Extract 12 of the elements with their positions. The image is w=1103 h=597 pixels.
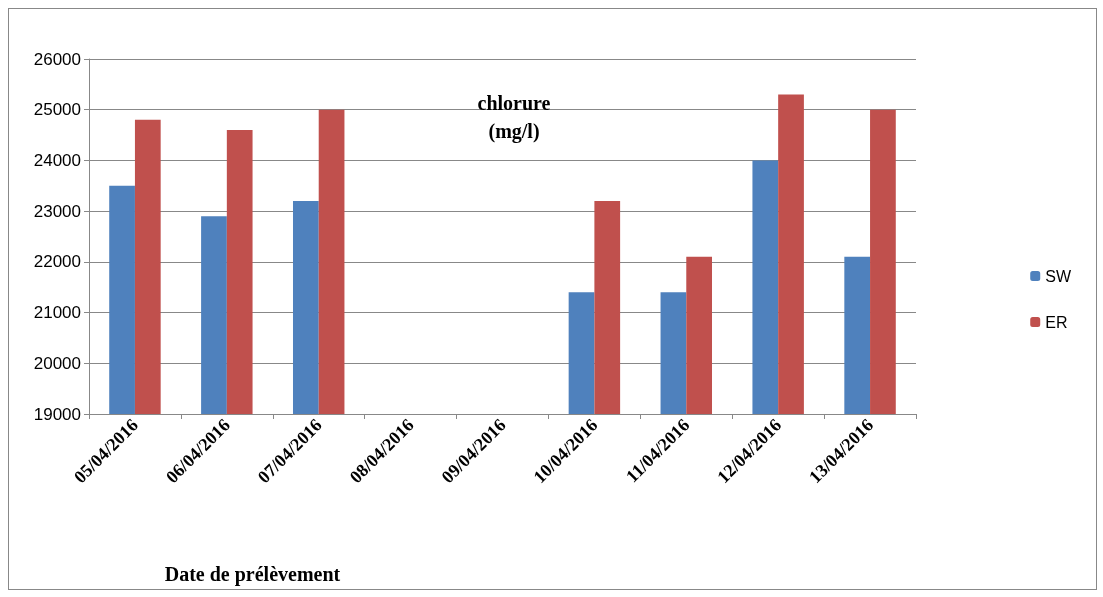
legend-label: ER bbox=[1045, 313, 1068, 331]
y-tick-label: 23000 bbox=[33, 201, 81, 221]
text: chlorure (mg/l) bbox=[477, 92, 551, 143]
y-tick-label: 25000 bbox=[33, 100, 81, 120]
y-tick-label: 20000 bbox=[33, 353, 81, 373]
y-tick-label: 22000 bbox=[33, 252, 81, 272]
x-axis-title: Date de prélèvement bbox=[164, 563, 341, 586]
y-tick-label: 21000 bbox=[33, 303, 81, 323]
y-tick-label: 26000 bbox=[33, 49, 81, 69]
legend-label: SW bbox=[1045, 267, 1072, 285]
y-tick-label: 19000 bbox=[33, 404, 81, 424]
y-tick-label: 24000 bbox=[33, 150, 81, 170]
